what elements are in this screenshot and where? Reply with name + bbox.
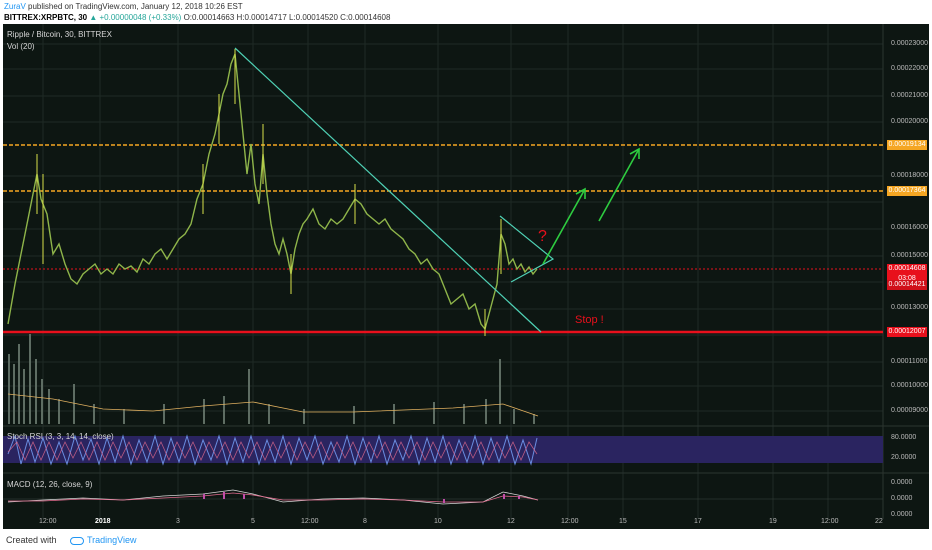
tag-countdown: 03:08 (887, 274, 927, 284)
tag-resistance-2: 0.00017364 (887, 186, 927, 196)
time-axis-label: 12:00 (39, 518, 57, 525)
macd-label: MACD (12, 26, close, 9) (7, 480, 93, 489)
chart-area[interactable]: Ripple / Bitcoin, 30, BITTREX Vol (20) S… (3, 24, 929, 529)
macd-axis-label: 0.0000 (891, 511, 913, 518)
tag-support: 0.00014421 (887, 280, 927, 290)
published-text: published on TradingView.com, January 12… (28, 2, 243, 11)
time-axis-label: 3 (176, 518, 180, 525)
price-axis-label: 0.00022000 (891, 65, 928, 72)
projection-arrow-1 (542, 187, 586, 265)
symbol-label: BITTREX:XRPBTC, 30 (4, 13, 88, 22)
triangle-pattern (499, 215, 555, 283)
time-axis-label: 22 (875, 518, 883, 525)
time-axis-label: 10 (434, 518, 442, 525)
stoch-k (7, 434, 538, 466)
time-axis-label: 2018 (95, 518, 111, 525)
volume-label: Vol (20) (7, 42, 35, 51)
price-axis-label: 0.00013000 (891, 304, 928, 311)
price-axis-label: 0.00023000 (891, 40, 928, 47)
price-axis-label: 0.00020000 (891, 118, 928, 125)
price-change: ▲ +0.00000048 (+0.33%) (89, 13, 182, 22)
publish-info: ZuraV published on TradingView.com, Janu… (4, 2, 243, 11)
ohlc-values: O:0.00014663 H:0.00014717 L:0.00014520 C… (183, 13, 391, 22)
price-axis-label: 0.00021000 (891, 92, 928, 99)
footer: Created with TradingView (0, 530, 932, 550)
stoch-d (7, 441, 538, 461)
chart-title: Ripple / Bitcoin, 30, BITTREX (7, 30, 112, 39)
time-axis-label: 12 (507, 518, 515, 525)
stoch-band (3, 436, 883, 463)
created-with-text: Created with (6, 535, 57, 545)
stoch-axis-label: 20.0000 (891, 454, 917, 461)
price-axis-label: 0.00016000 (891, 224, 928, 231)
macd-signal (8, 492, 539, 503)
time-axis-label: 17 (694, 518, 702, 525)
price-axis-label: 0.00018000 (891, 172, 928, 179)
volume-bars (8, 334, 535, 424)
time-axis-label: 12:00 (301, 518, 319, 525)
volume-ma (7, 393, 539, 417)
price-axis-label: 0.00010000 (891, 382, 928, 389)
tag-resistance-1: 0.00019134 (887, 140, 927, 150)
stoch-label: Stoch RSI (3, 3, 14, 14, close) (7, 432, 114, 441)
tradingview-link[interactable]: TradingView (70, 535, 137, 545)
price-axis-label: 0.00011000 (891, 358, 928, 365)
chart-canvas[interactable] (3, 24, 929, 529)
macd-axis-label: 0.0000 (891, 495, 913, 502)
price-path (7, 53, 538, 331)
time-axis-label: 12:00 (821, 518, 839, 525)
time-axis-label: 5 (251, 518, 255, 525)
stop-annotation: Stop ! (575, 314, 604, 326)
brand-name: TradingView (87, 535, 137, 545)
candle-wicks (36, 49, 502, 336)
price-axis-label: 0.00009000 (891, 407, 928, 414)
stoch-axis-label: 80.0000 (891, 434, 917, 441)
header-bar: ZuraV published on TradingView.com, Janu… (0, 0, 932, 24)
tag-current-price: 0.00014608 (887, 264, 927, 274)
tag-stop: 0.00012007 (887, 327, 927, 337)
time-axis-label: 15 (619, 518, 627, 525)
projection-arrow-2 (598, 147, 640, 222)
time-axis-label: 8 (363, 518, 367, 525)
time-axis-label: 19 (769, 518, 777, 525)
macd-histogram (203, 492, 520, 503)
question-annotation: ? (538, 228, 547, 245)
author-link[interactable]: ZuraV (4, 2, 26, 11)
cloud-icon (70, 536, 84, 545)
price-axis-label: 0.00015000 (891, 252, 928, 259)
symbol-info: BITTREX:XRPBTC, 30 ▲ +0.00000048 (+0.33%… (4, 13, 390, 22)
trend-line (234, 47, 542, 333)
macd-axis-label: 0.0000 (891, 479, 913, 486)
time-axis-label: 12:00 (561, 518, 579, 525)
